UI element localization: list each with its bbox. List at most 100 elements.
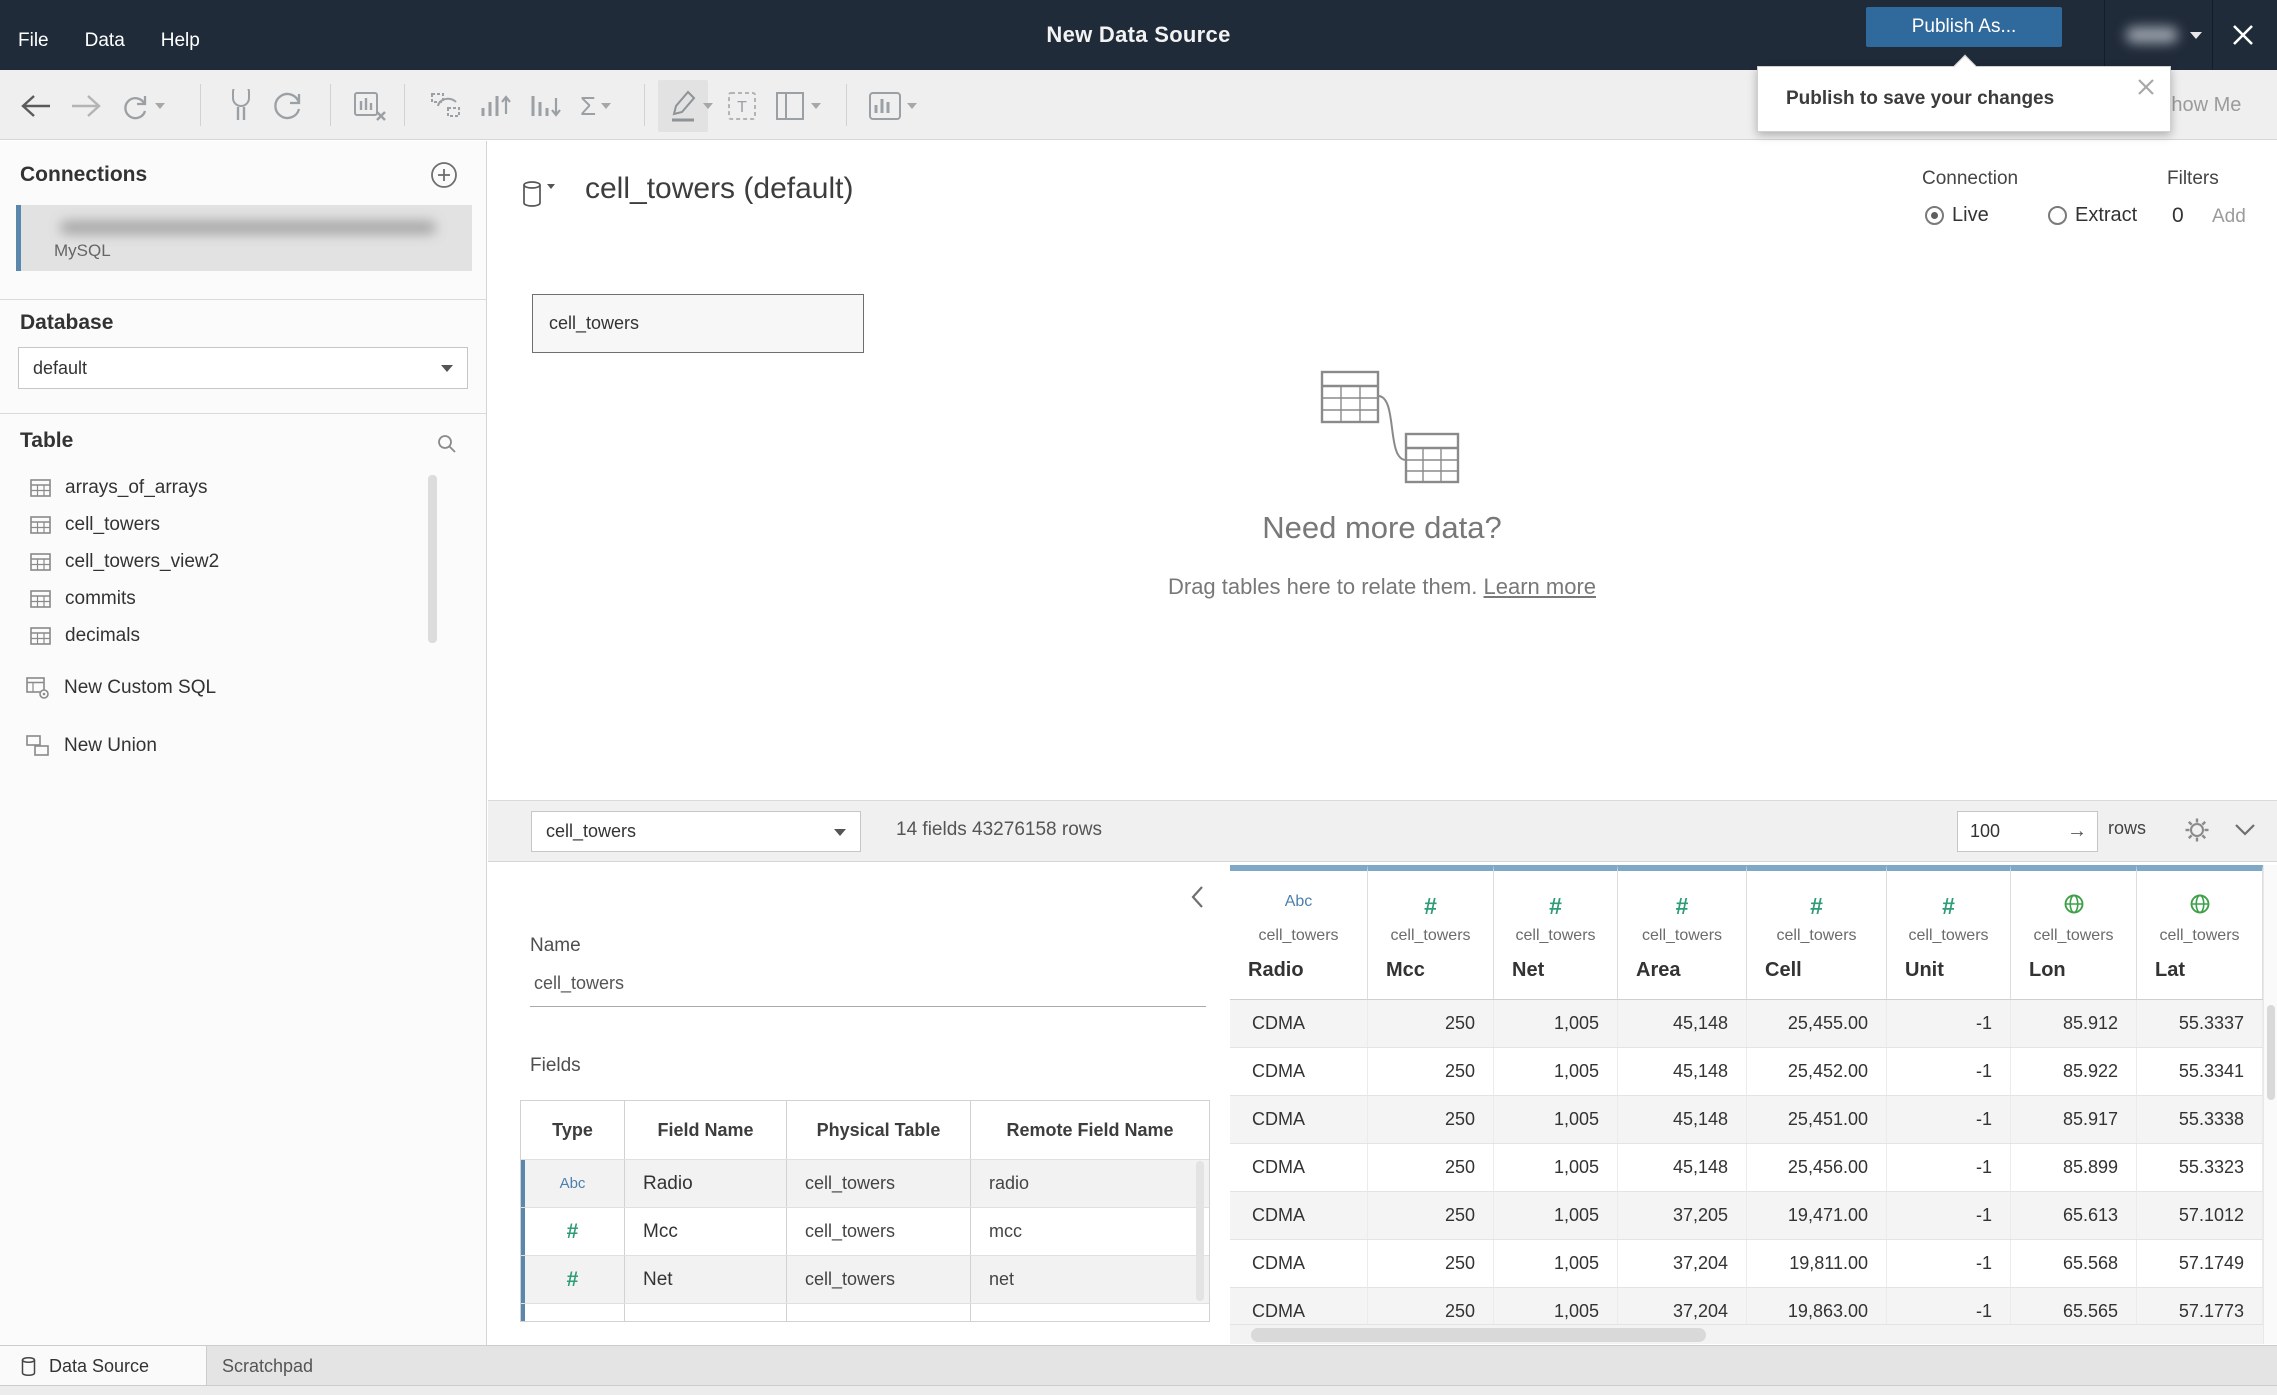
cell-cell: 25,456.00 [1747,1144,1887,1191]
fields-table-scrollbar[interactable] [1196,1161,1204,1301]
user-menu[interactable] [2118,0,2208,70]
new-union-button[interactable]: New Union [0,727,487,765]
cell-lat: 55.3338 [2137,1096,2263,1143]
grid-column-area[interactable]: # cell_towers Area [1618,865,1747,999]
toolbar-divider [330,84,331,126]
logical-table-node[interactable]: cell_towers [532,294,864,353]
field-row[interactable]: # Net cell_towers net [521,1255,1209,1303]
tooltip-close-button[interactable] [2136,77,2156,102]
new-union-label: New Union [64,735,157,756]
scrollbar-thumb[interactable] [1251,1328,1706,1342]
swap-rows-columns-button[interactable] [428,90,464,122]
physical-table: cell_towers [787,1256,971,1303]
table-list-item[interactable]: cell_towers [0,506,487,543]
chevron-down-icon [907,103,917,109]
menu-file[interactable]: File [18,30,49,51]
sort-descending-button[interactable] [528,90,562,122]
menu-data[interactable]: Data [84,30,125,51]
grid-column-lat[interactable]: cell_towers Lat [2137,865,2263,999]
totals-button[interactable]: Σ [580,90,612,122]
cell-radio: CDMA [1230,1240,1368,1287]
empty-state-subtitle: Drag tables here to relate them. [1167,574,1478,599]
clear-sheet-button[interactable] [352,90,388,122]
grid-column-radio[interactable]: Abc cell_towers Radio [1230,865,1368,999]
publish-as-button[interactable]: Publish As... [1866,7,2062,47]
field-row[interactable]: Abc Radio cell_towers radio [521,1159,1209,1207]
replay-button[interactable] [120,90,165,122]
grid-row[interactable]: CDMA 250 1,005 45,148 25,451.00 -1 85.91… [1230,1096,2263,1144]
toolbar-divider [200,84,201,126]
cell-unit: -1 [1887,1192,2011,1239]
learn-more-link[interactable]: Learn more [1483,574,1597,599]
grid-row-partial[interactable]: CDMA 250 1,005 37,204 19,863.00 -1 65.56… [1230,1288,2263,1324]
connection-live-option[interactable]: Live [1925,204,1989,227]
grid-row[interactable]: CDMA 250 1,005 45,148 25,456.00 -1 85.89… [1230,1144,2263,1192]
menu-help[interactable]: Help [160,30,200,51]
tab-scratchpad[interactable]: Scratchpad [222,1346,313,1386]
fit-button[interactable] [774,90,821,122]
filters-add-button[interactable]: Add [2212,206,2246,227]
cell-lat: 55.3323 [2137,1144,2263,1191]
database-select[interactable]: default [18,347,468,389]
show-me-label[interactable]: Show Me [2158,94,2242,116]
grid-body: CDMA 250 1,005 45,148 25,455.00 -1 85.91… [1230,1000,2263,1324]
grid-header-row: Abc cell_towers Radio # cell_towers Mcc … [1230,865,2263,1000]
chevron-down-icon [811,103,821,109]
cell-unit: -1 [1887,1288,2011,1324]
grid-settings-button[interactable] [2184,817,2210,848]
sort-ascending-button[interactable] [478,90,512,122]
grid-column-mcc[interactable]: # cell_towers Mcc [1368,865,1494,999]
titlebar-divider [2212,0,2213,70]
redo-button[interactable] [68,90,104,122]
grid-column-unit[interactable]: # cell_towers Unit [1887,865,2011,999]
close-window-button[interactable] [2230,22,2256,48]
pause-updates-button[interactable] [226,89,256,122]
connection-extract-option[interactable]: Extract [2048,204,2137,227]
table-search-button[interactable] [436,433,458,460]
connection-item[interactable]: MySQL [16,205,472,271]
new-custom-sql-button[interactable]: New Custom SQL [0,669,487,707]
cell-mcc: 250 [1368,1144,1494,1191]
grid-row[interactable]: CDMA 250 1,005 37,205 19,471.00 -1 65.61… [1230,1192,2263,1240]
table-list-item[interactable]: cell_towers_view2 [0,543,487,580]
field-row[interactable]: # Mcc cell_towers mcc [521,1207,1209,1255]
grid-row[interactable]: CDMA 250 1,005 45,148 25,452.00 -1 85.92… [1230,1048,2263,1096]
tab-data-source[interactable]: Data Source [0,1346,207,1386]
grid-vertical-scrollbar[interactable] [2263,865,2277,1344]
grid-column-lon[interactable]: cell_towers Lon [2011,865,2137,999]
cell-cell: 25,451.00 [1747,1096,1887,1143]
name-input[interactable]: cell_towers [534,973,625,993]
grid-column-net[interactable]: # cell_towers Net [1494,865,1618,999]
grid-column-cell[interactable]: # cell_towers Cell [1747,865,1887,999]
scrollbar-thumb[interactable] [2267,1005,2275,1100]
datasource-type-button[interactable] [521,180,555,208]
table-list-item[interactable]: arrays_of_arrays [0,469,487,506]
collapse-grid-button[interactable] [2234,823,2256,842]
column-table-name: cell_towers [1908,927,1989,944]
row-count-input[interactable]: 100 → [1957,811,2098,852]
highlight-button[interactable] [668,90,713,122]
grid-row[interactable]: CDMA 250 1,005 37,204 19,811.00 -1 65.56… [1230,1240,2263,1288]
show-me-toggle-button[interactable] [868,90,917,122]
grid-row[interactable]: CDMA 250 1,005 45,148 25,455.00 -1 85.91… [1230,1000,2263,1048]
undo-button[interactable] [18,90,54,122]
collapse-panel-button[interactable] [1190,885,1204,914]
cell-mcc: 250 [1368,1288,1494,1324]
table-list-item[interactable]: decimals [0,617,487,654]
table-selector[interactable]: cell_towers [531,811,861,852]
remote-field-name: mcc [989,1221,1022,1241]
add-connection-button[interactable] [430,161,458,194]
cell-unit: -1 [1887,1048,2011,1095]
cell-lon: 65.565 [2011,1288,2137,1324]
table-list-item[interactable]: commits [0,580,487,617]
run-update-button[interactable] [272,90,304,122]
grid-horizontal-scrollbar[interactable] [1230,1324,2263,1344]
sheet-tab-bar: Data Source Scratchpad [0,1345,2277,1386]
field-row-partial[interactable] [521,1303,1209,1321]
text-label-button[interactable]: T [726,90,758,122]
table-name: arrays_of_arrays [65,476,208,498]
new-custom-sql-label: New Custom SQL [64,677,217,698]
apply-arrow-icon[interactable]: → [2067,820,2087,842]
datasource-title[interactable]: cell_towers (default) [585,172,854,205]
table-list-scrollbar[interactable] [428,475,437,643]
